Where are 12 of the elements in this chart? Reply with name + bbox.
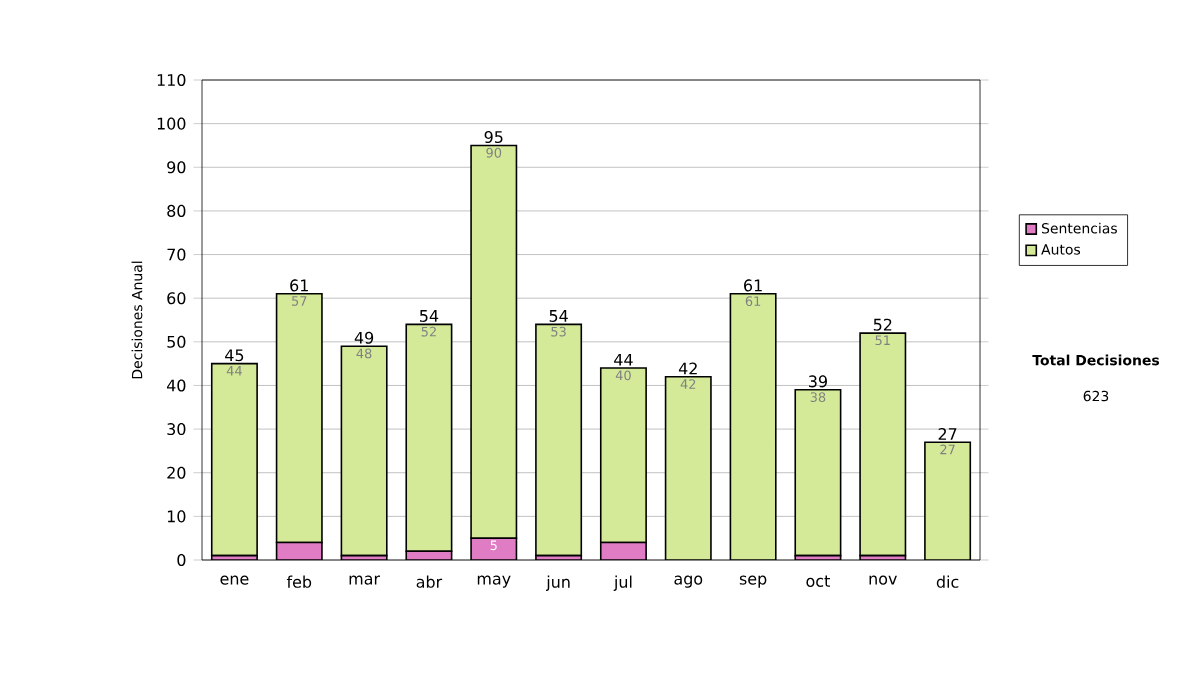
bar — [664, 375, 712, 560]
bar — [924, 441, 972, 560]
bar — [860, 333, 906, 556]
bar — [340, 345, 388, 557]
bar — [599, 367, 647, 544]
bar — [405, 323, 453, 553]
bar — [470, 144, 518, 539]
bar — [729, 293, 777, 560]
bar — [795, 389, 841, 556]
bar — [535, 323, 583, 557]
bar — [210, 362, 258, 557]
bar — [275, 293, 323, 544]
